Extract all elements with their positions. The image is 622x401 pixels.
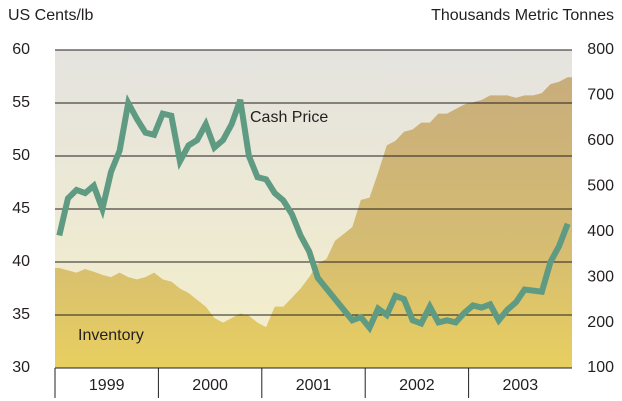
series-label: Cash Price xyxy=(250,109,328,126)
series-label: Inventory xyxy=(78,327,144,344)
y2-tick-label: 500 xyxy=(587,178,614,195)
x-tick-label: 2000 xyxy=(192,377,228,394)
y-tick-label: 35 xyxy=(12,306,30,323)
y2-tick-label: 300 xyxy=(587,268,614,285)
y-tick-label: 30 xyxy=(12,359,30,376)
y-tick-label: 40 xyxy=(12,253,30,270)
y2-tick-label: 100 xyxy=(587,359,614,376)
x-tick-label: 1999 xyxy=(89,377,125,394)
y2-tick-label: 800 xyxy=(587,41,614,58)
x-tick-label: 2003 xyxy=(503,377,539,394)
inventory-area xyxy=(55,77,572,368)
y-tick-label: 60 xyxy=(12,41,30,58)
x-tick-label: 2002 xyxy=(399,377,435,394)
y-axis-label: US Cents/lb xyxy=(8,7,93,24)
y2-tick-label: 200 xyxy=(587,314,614,331)
y-tick-label: 50 xyxy=(12,147,30,164)
y2-tick-label: 400 xyxy=(587,223,614,240)
y-tick-label: 55 xyxy=(12,94,30,111)
y2-axis-label: Thousands Metric Tonnes xyxy=(431,7,614,24)
x-tick-label: 2001 xyxy=(296,377,332,394)
y2-tick-label: 700 xyxy=(587,87,614,104)
y-tick-label: 45 xyxy=(12,200,30,217)
y2-tick-label: 600 xyxy=(587,132,614,149)
cash-price-line xyxy=(56,94,571,334)
